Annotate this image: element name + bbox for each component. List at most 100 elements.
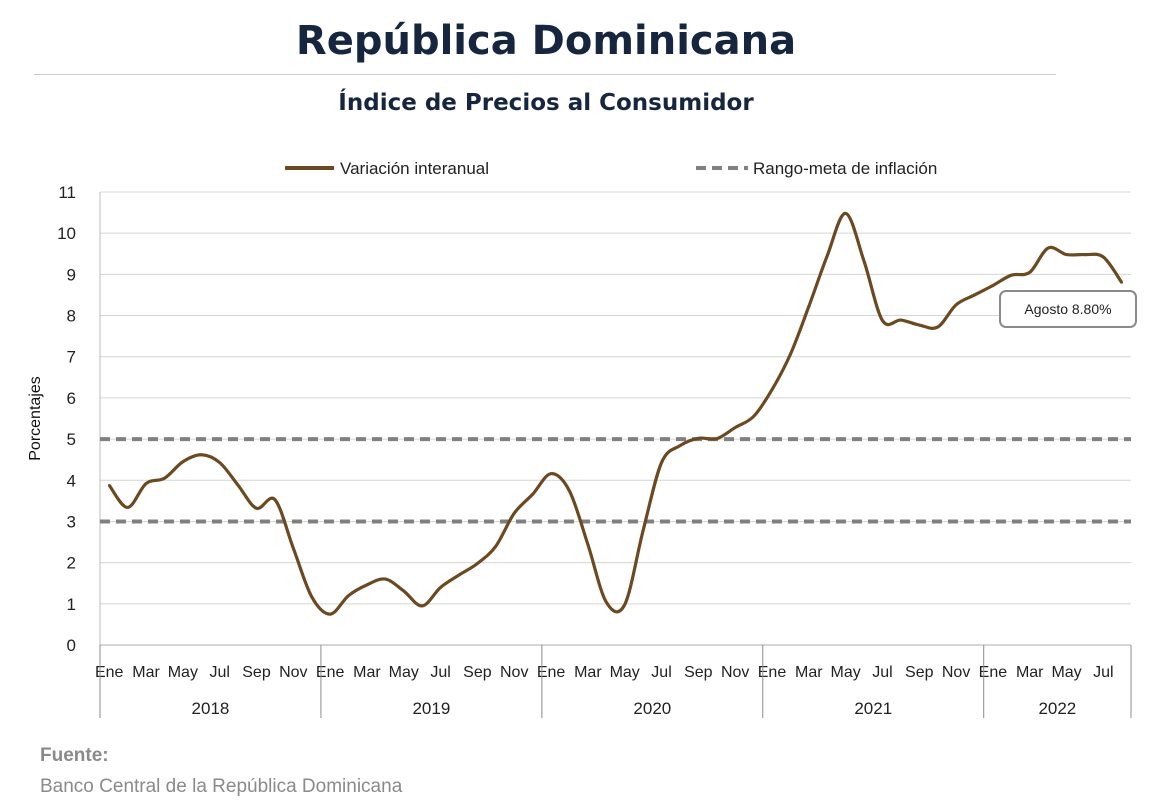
x-tick-label: May	[831, 664, 861, 681]
data-point	[513, 512, 516, 515]
chart-subtitle: Índice de Precios al Consumidor	[338, 90, 754, 116]
data-point	[918, 323, 921, 327]
data-point	[641, 529, 645, 532]
y-tick-label: 8	[67, 307, 76, 326]
x-tick-label: Jul	[651, 664, 671, 681]
data-point	[255, 507, 258, 510]
data-point	[181, 460, 185, 463]
x-tick-label: Nov	[279, 664, 307, 681]
x-tick-label: Ene	[979, 664, 1008, 681]
x-tick-label: Ene	[316, 664, 345, 681]
data-point	[126, 506, 129, 509]
data-point	[310, 595, 313, 599]
data-point	[660, 461, 663, 464]
x-tick-label: Nov	[500, 664, 528, 681]
data-point	[605, 600, 608, 604]
data-point	[365, 583, 369, 587]
data-point	[163, 477, 166, 480]
data-point	[494, 544, 498, 548]
data-point	[697, 437, 700, 440]
data-point	[807, 305, 811, 308]
x-tick-label: Nov	[721, 664, 749, 681]
x-tick-label: Mar	[574, 664, 602, 681]
page-title: República Dominicana	[295, 18, 797, 64]
x-tick-label: May	[168, 664, 198, 681]
annotation-label: Agosto 8.80%	[1024, 301, 1111, 317]
y-tick-label: 9	[67, 265, 76, 284]
source-label: Fuente:	[40, 745, 109, 766]
data-point	[623, 603, 626, 606]
x-tick-label: May	[389, 664, 419, 681]
x-tick-label: Ene	[537, 664, 566, 681]
x-tick-label: Sep	[463, 664, 492, 681]
data-point	[733, 426, 737, 429]
data-point	[439, 586, 442, 589]
legend-label-rango: Rango-meta de inflación	[753, 159, 937, 178]
data-point	[844, 212, 847, 215]
x-tick-label: Ene	[95, 664, 124, 681]
data-point	[954, 303, 958, 307]
y-tick-label: 10	[57, 224, 76, 243]
data-point	[402, 589, 405, 593]
data-point	[273, 498, 277, 501]
data-point	[1065, 253, 1068, 256]
data-point	[144, 482, 148, 485]
data-point	[936, 325, 939, 329]
source-text: Banco Central de la República Dominicana	[40, 776, 403, 797]
y-tick-label: 6	[67, 389, 76, 408]
y-tick-label: 1	[67, 595, 76, 614]
x-tick-label: Sep	[905, 664, 934, 681]
data-point	[531, 493, 534, 496]
data-point	[826, 254, 829, 258]
data-point	[899, 318, 903, 322]
x-tick-label: May	[610, 664, 640, 681]
y-axis-title: Porcentajes	[27, 376, 44, 461]
data-point	[568, 489, 571, 493]
data-point	[1010, 273, 1013, 277]
data-point	[991, 284, 995, 287]
data-point	[218, 461, 221, 464]
y-tick-label: 3	[67, 512, 76, 531]
data-point	[328, 612, 332, 616]
data-point	[1083, 253, 1087, 256]
x-tick-label: Jul	[209, 664, 229, 681]
data-point	[1120, 281, 1123, 284]
data-point	[108, 484, 111, 487]
data-point	[347, 594, 350, 597]
y-tick-label: 5	[67, 430, 76, 449]
x-tick-label: Sep	[242, 664, 271, 681]
x-tick-label: Mar	[132, 664, 160, 681]
data-point	[586, 543, 590, 546]
data-point	[236, 484, 240, 487]
data-point	[420, 604, 424, 608]
data-point	[789, 353, 792, 356]
series-line-variacion-interanual	[107, 211, 1124, 616]
inflation-line-chart: 0 1 2 3 4 5 6 7 8 9 10 11 Porcentajes Ene Mar May Jul Sep…	[27, 159, 1137, 718]
year-label: 2020	[633, 699, 671, 718]
x-tick-label: Jul	[1093, 664, 1113, 681]
data-point	[384, 577, 387, 581]
x-tick-label: Jul	[430, 664, 450, 681]
y-tick-label: 2	[67, 554, 76, 573]
legend-label-variacion: Variación interanual	[340, 159, 489, 178]
year-label: 2021	[854, 699, 892, 718]
x-tick-label: Nov	[942, 664, 970, 681]
data-point	[862, 259, 866, 263]
year-label: 2022	[1038, 699, 1076, 718]
data-point	[200, 453, 203, 456]
x-tick-label: Jul	[872, 664, 892, 681]
x-tick-label: Mar	[795, 664, 823, 681]
year-label: 2018	[192, 699, 230, 718]
data-point	[881, 319, 884, 322]
y-tick-label: 0	[67, 636, 76, 655]
title-divider	[34, 74, 1056, 75]
y-tick-label: 4	[67, 471, 76, 490]
data-point	[1102, 255, 1105, 259]
data-point	[1028, 271, 1031, 274]
data-point	[715, 437, 718, 440]
year-label: 2019	[412, 699, 450, 718]
data-point	[770, 388, 774, 391]
data-point	[678, 444, 682, 447]
data-point	[752, 415, 755, 418]
x-tick-label: Sep	[684, 664, 713, 681]
